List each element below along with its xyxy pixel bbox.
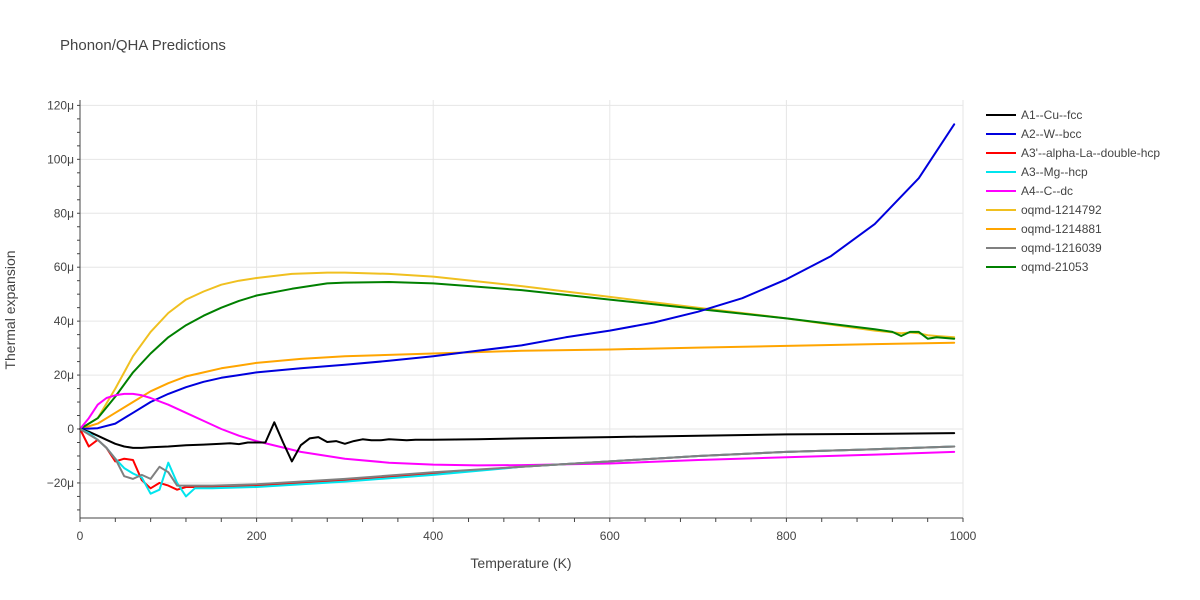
- series-line-a4-c-dc[interactable]: [79, 392, 956, 467]
- chart-title: Phonon/QHA Predictions: [60, 37, 226, 54]
- legend-item-oqmd-1214881[interactable]: oqmd-1214881: [986, 222, 1102, 236]
- legend-label: A1--Cu--fcc: [1021, 108, 1082, 122]
- y-tick-label: 40μ: [54, 314, 74, 328]
- legend-item-a3-mg-hcp[interactable]: A3--Mg--hcp: [986, 165, 1088, 179]
- legend-item-a4-c-dc[interactable]: A4--C--dc: [986, 184, 1073, 198]
- x-tick-label: 0: [77, 529, 84, 543]
- legend-label: oqmd-21053: [1021, 260, 1089, 274]
- legend-label: A3--Mg--hcp: [1021, 165, 1088, 179]
- x-tick-label: 400: [423, 529, 443, 543]
- y-tick-label: 80μ: [54, 206, 74, 220]
- grid: [80, 100, 964, 518]
- legend-label: A4--C--dc: [1021, 184, 1073, 198]
- legend-item-a1-cu-fcc[interactable]: A1--Cu--fcc: [986, 108, 1082, 122]
- x-axis-title: Temperature (K): [470, 555, 571, 571]
- legend-item-a2-w-bcc[interactable]: A2--W--bcc: [986, 127, 1081, 141]
- legend-item-oqmd-21053[interactable]: oqmd-21053: [986, 260, 1089, 274]
- series-line-oqmd-1216039[interactable]: [79, 428, 956, 487]
- legend-item-a3-alpha-la-double-hcp[interactable]: A3'--alpha-La--double-hcp: [986, 146, 1160, 160]
- legend-label: oqmd-1214792: [1021, 203, 1102, 217]
- series-line-a2-w-bcc[interactable]: [79, 123, 956, 430]
- legend-label: A3'--alpha-La--double-hcp: [1021, 146, 1160, 160]
- x-tick-label: 200: [247, 529, 267, 543]
- x-tick-label: 1000: [950, 529, 977, 543]
- y-tick-label: 100μ: [47, 152, 74, 166]
- axes: 0 200 400 600 800 1000 −20μ 0 20μ 40μ 60μ 80μ 100μ 12…: [47, 98, 977, 543]
- y-tick-label: 20μ: [54, 368, 74, 382]
- legend-item-oqmd-1216039[interactable]: oqmd-1216039: [986, 241, 1102, 255]
- series-line-oqmd-1214881[interactable]: [79, 341, 956, 430]
- y-tick-label: 60μ: [54, 260, 74, 274]
- legend-label: oqmd-1216039: [1021, 241, 1102, 255]
- plot-area[interactable]: [79, 123, 956, 498]
- legend[interactable]: A1--Cu--fcc A2--W--bcc A3'--alpha-La--doub…: [986, 108, 1160, 274]
- y-axis-title: Thermal expansion: [2, 250, 18, 369]
- x-tick-label: 600: [600, 529, 620, 543]
- y-tick-label: 120μ: [47, 98, 74, 112]
- legend-item-oqmd-1214792[interactable]: oqmd-1214792: [986, 203, 1102, 217]
- x-tick-label: 800: [776, 529, 796, 543]
- y-tick-label: 0: [67, 422, 74, 436]
- series-line-oqmd-21053[interactable]: [79, 281, 956, 430]
- legend-label: oqmd-1214881: [1021, 222, 1102, 236]
- legend-label: A2--W--bcc: [1021, 127, 1081, 141]
- series-line-a1-cu-fcc[interactable]: [79, 421, 956, 463]
- y-tick-label: −20μ: [47, 476, 74, 490]
